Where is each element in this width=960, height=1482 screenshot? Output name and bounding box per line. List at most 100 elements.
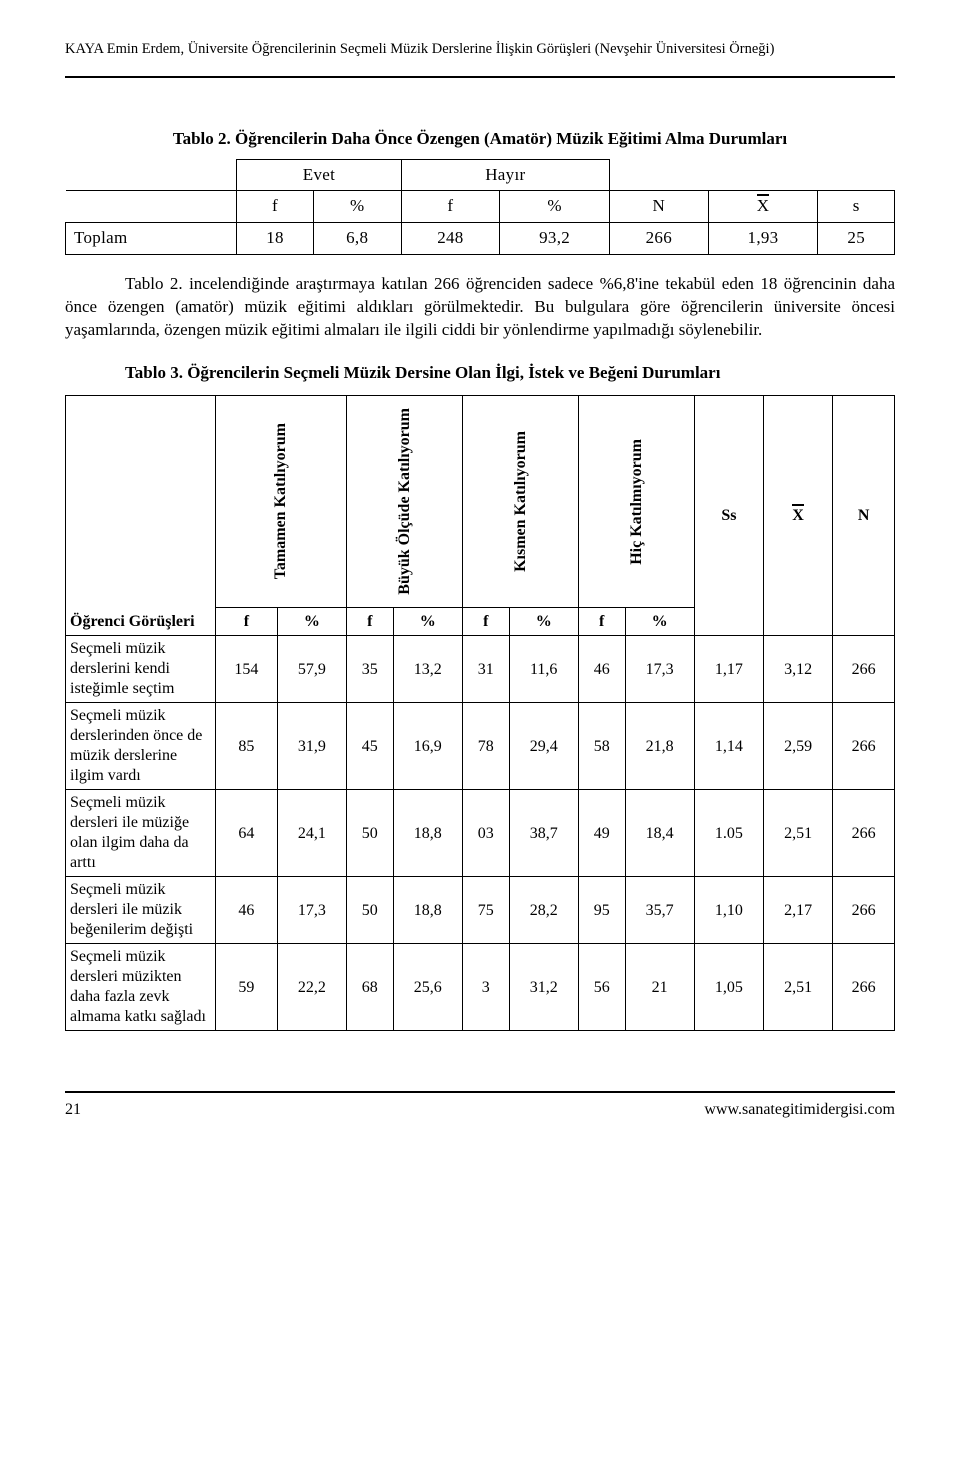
- table3-cell: 49: [578, 790, 625, 877]
- table3-cell: 31: [462, 636, 509, 703]
- table3-cell: 21: [625, 944, 694, 1031]
- table2-subheader: s: [818, 191, 895, 223]
- table3-cell: 21,8: [625, 703, 694, 790]
- table3-cell: 58: [578, 703, 625, 790]
- table3-row-label: Seçmeli müzik dersleri müzikten daha faz…: [66, 944, 216, 1031]
- table3-cell: 50: [346, 877, 393, 944]
- table2-colgroup: Hayır: [401, 159, 609, 191]
- table2-cell: 248: [401, 223, 500, 255]
- table3-cell: 46: [578, 636, 625, 703]
- table3-cell: 38,7: [509, 790, 578, 877]
- table2-cell: 6,8: [313, 223, 401, 255]
- table3-cell: 64: [216, 790, 278, 877]
- table3-cell: 266: [833, 636, 895, 703]
- header-rule: [65, 76, 895, 78]
- table3-cell: 16,9: [393, 703, 462, 790]
- table3-cell: 2,17: [763, 877, 832, 944]
- page-footer: 21 www.sanategitimidergisi.com: [65, 1091, 895, 1121]
- table2-subheader: N: [610, 191, 709, 223]
- table2-subheader: X: [708, 191, 818, 223]
- table3-stat-header: N: [833, 396, 895, 636]
- t3-sub: %: [509, 607, 578, 636]
- table2-subheader: f: [401, 191, 500, 223]
- footer-rule: [65, 1091, 895, 1093]
- table3-cell: 03: [462, 790, 509, 877]
- running-head: KAYA Emin Erdem, Üniversite Öğrencilerin…: [65, 40, 895, 68]
- table3-cell: 75: [462, 877, 509, 944]
- table3-cell: 29,4: [509, 703, 578, 790]
- body-paragraph: Tablo 2. incelendiğinde araştırmaya katı…: [65, 273, 895, 342]
- table2-subheader: f: [237, 191, 314, 223]
- table3-cell: 68: [346, 944, 393, 1031]
- table2-caption: Tablo 2. Öğrencilerin Daha Önce Özengen …: [65, 128, 895, 151]
- table3-cell: 45: [346, 703, 393, 790]
- table2-cell: 18: [237, 223, 314, 255]
- table3-cell: 266: [833, 703, 895, 790]
- table3-cell: 28,2: [509, 877, 578, 944]
- table2-subheader: %: [500, 191, 610, 223]
- table3-cell: 17,3: [277, 877, 346, 944]
- table3-cell: 2,51: [763, 944, 832, 1031]
- t3-sub: f: [216, 607, 278, 636]
- t3-sub: %: [393, 607, 462, 636]
- table3-cell: 17,3: [625, 636, 694, 703]
- table3-stat-header: Ss: [694, 396, 763, 636]
- table3-cell: 2,51: [763, 790, 832, 877]
- table3-cell: 35,7: [625, 877, 694, 944]
- table3-caption: Tablo 3. Öğrencilerin Seçmeli Müzik Ders…: [125, 362, 895, 385]
- table3-row-label: Seçmeli müzik derslerinden önce de müzik…: [66, 703, 216, 790]
- table3-row-label: Seçmeli müzik dersleri ile müzik beğenil…: [66, 877, 216, 944]
- table3-row-label: Seçmeli müzik derslerini kendi isteğimle…: [66, 636, 216, 703]
- table3-cell: 25,6: [393, 944, 462, 1031]
- table3-cell: 56: [578, 944, 625, 1031]
- table3-cell: 154: [216, 636, 278, 703]
- table3-cell: 35: [346, 636, 393, 703]
- table3-cell: 18,8: [393, 790, 462, 877]
- table3-cell: 50: [346, 790, 393, 877]
- table3-cell: 18,8: [393, 877, 462, 944]
- table3: Öğrenci Görüşleri Tamamen Katılıyorum Bü…: [65, 395, 895, 1031]
- t3-sub: f: [346, 607, 393, 636]
- table2-rowlabel: Toplam: [66, 223, 237, 255]
- t3-sub: %: [277, 607, 346, 636]
- table3-cell: 266: [833, 877, 895, 944]
- table3-resp-header: Kısmen Katılıyorum: [510, 425, 532, 578]
- t3-sub: f: [578, 607, 625, 636]
- table3-cell: 57,9: [277, 636, 346, 703]
- table2-cell: 1,93: [708, 223, 818, 255]
- table3-cell: 18,4: [625, 790, 694, 877]
- table3-cell: 266: [833, 944, 895, 1031]
- table3-cell: 1,05: [694, 944, 763, 1031]
- t3-sub: %: [625, 607, 694, 636]
- table3-cell: 1.05: [694, 790, 763, 877]
- table3-cell: 1,14: [694, 703, 763, 790]
- table3-cell: 11,6: [509, 636, 578, 703]
- table3-cell: 13,2: [393, 636, 462, 703]
- table3-cell: 31,9: [277, 703, 346, 790]
- table3-cell: 2,59: [763, 703, 832, 790]
- table3-cell: 266: [833, 790, 895, 877]
- table3-cell: 3: [462, 944, 509, 1031]
- table2-cell: 25: [818, 223, 895, 255]
- table3-cell: 85: [216, 703, 278, 790]
- table3-cell: 24,1: [277, 790, 346, 877]
- table2-colgroup: Evet: [237, 159, 401, 191]
- table3-row-label: Seçmeli müzik dersleri ile müziğe olan i…: [66, 790, 216, 877]
- table3-cell: 3,12: [763, 636, 832, 703]
- t3-sub: f: [462, 607, 509, 636]
- footer-url: www.sanategitimidergisi.com: [704, 1099, 895, 1121]
- table3-cell: 59: [216, 944, 278, 1031]
- table2-subheader: %: [313, 191, 401, 223]
- table3-resp-header: Tamamen Katılıyorum: [270, 417, 292, 585]
- table3-cell: 1,10: [694, 877, 763, 944]
- table2: Evet Hayır f % f % N X s Toplam 18 6,8 2…: [65, 159, 895, 256]
- table3-cell: 46: [216, 877, 278, 944]
- table3-resp-header: Hiç Katılmıyorum: [626, 433, 648, 571]
- table3-cell: 78: [462, 703, 509, 790]
- table3-resp-header: Büyük Ölçüde Katılıyorum: [394, 402, 416, 601]
- table3-cell: 1,17: [694, 636, 763, 703]
- page-number: 21: [65, 1099, 81, 1121]
- table3-stat-header: X: [763, 396, 832, 636]
- table3-stub-header: Öğrenci Görüşleri: [66, 396, 216, 636]
- table3-cell: 95: [578, 877, 625, 944]
